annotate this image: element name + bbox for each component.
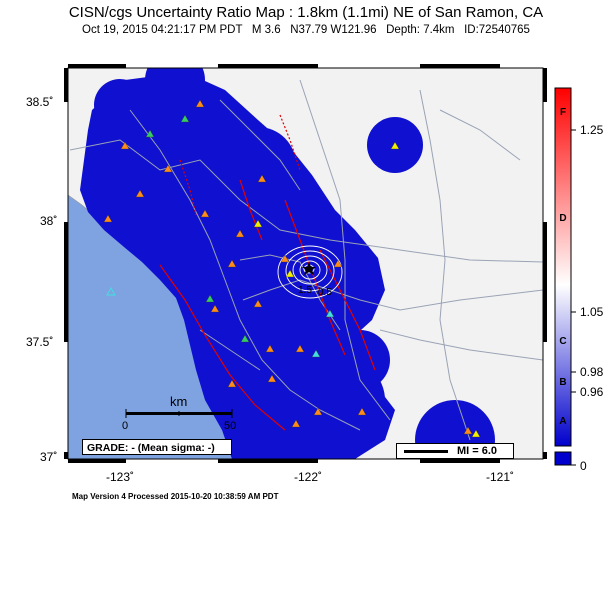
uncertainty-contours [277,245,343,299]
lon-label: -123˚ [106,470,135,484]
station-marker [163,164,173,173]
station-marker [280,254,290,263]
station-marker [265,344,275,353]
station-marker [180,114,190,123]
scale-bar [125,409,233,418]
colorbar-tick-label: 0.96 [580,385,604,399]
station-marker [253,299,263,308]
colorbar-grade-letter: F [559,107,567,118]
station-marker [235,229,245,238]
scale-unit-label: km [170,394,188,409]
colorbar-grade-letter: C [559,336,567,347]
station-marker [120,141,130,150]
mi-legend-bar [404,450,448,453]
station-marker [357,407,367,416]
colorbar [554,87,576,466]
lat-label: 38˚ [40,214,58,228]
station-marker [333,259,343,268]
epicenter-star [302,262,316,275]
mi-legend: MI = 6.0 [396,443,514,459]
station-marker [471,429,481,438]
station-marker [103,214,113,223]
contour-label: 0.5 [318,287,332,298]
map-title: CISN/cgs Uncertainty Ratio Map : 1.8km (… [68,4,544,21]
station-marker [325,309,335,318]
station-marker [257,174,267,183]
station-marker [240,334,250,343]
faults [159,114,376,431]
mi-legend-label: MI = 6.0 [457,445,498,457]
lat-label: 37˚ [40,450,58,464]
station-marker [227,379,237,388]
colorbar-grade-letter: D [559,213,567,224]
station-marker [195,99,205,108]
station-marker [390,141,400,150]
colorbar-tick-label: 0 [580,459,587,473]
colorbar-gradient [554,87,572,447]
stations [103,99,481,438]
station-marker [200,209,210,218]
grade-box: GRADE: - (Mean sigma: -) [82,439,232,455]
colorbar-grade-letter: A [559,416,567,427]
lon-label: -121˚ [486,470,515,484]
station-marker [313,407,323,416]
station-marker [135,189,145,198]
colorbar-low-box [554,451,572,466]
scale-end-label: 50 [224,420,237,432]
map-area: 1.5 0.5 [68,68,543,459]
colorbar-tick-label: 1.05 [580,305,604,319]
colorbar-tick-label: 0.98 [580,365,604,379]
station-marker [210,304,220,313]
station-marker [227,259,237,268]
colorbar-grade-letter: B [559,377,567,388]
station-marker [145,129,155,138]
station-marker [205,294,215,303]
station-marker [267,374,277,383]
station-marker [106,287,116,296]
station-marker [295,344,305,353]
station-marker [291,419,301,428]
roads [69,79,543,441]
processing-footer: Map Version 4 Processed 2015-10-20 10:38… [72,492,279,501]
event-details: Oct 19, 2015 04:21:17 PM PDT M 3.6 N37.7… [82,24,530,36]
station-marker [253,219,263,228]
frame-ticks [64,64,547,463]
lat-label: 37.5˚ [26,335,54,349]
station-marker [463,426,473,435]
lat-label: 38.5˚ [26,95,54,109]
colorbar-tick-label: 1.25 [580,123,604,137]
lon-label: -122˚ [294,470,323,484]
scale-start-label: 0 [122,420,129,432]
station-marker [311,349,321,358]
station-marker [285,269,295,278]
contour-label: 1.5 [298,285,312,296]
